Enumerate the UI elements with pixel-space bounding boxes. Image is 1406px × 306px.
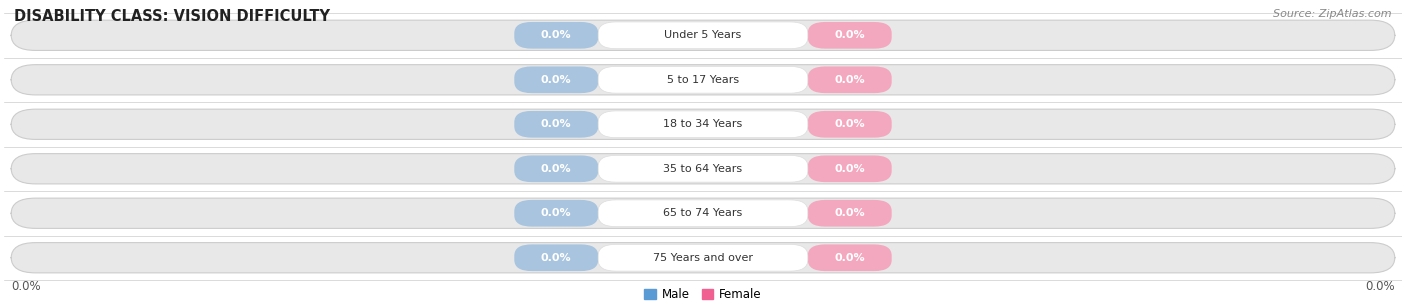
FancyBboxPatch shape (598, 111, 808, 138)
Text: 0.0%: 0.0% (834, 164, 865, 174)
FancyBboxPatch shape (515, 111, 598, 138)
FancyBboxPatch shape (11, 243, 1395, 273)
FancyBboxPatch shape (11, 65, 1395, 95)
Text: 0.0%: 0.0% (541, 164, 572, 174)
FancyBboxPatch shape (515, 22, 598, 49)
Text: 35 to 64 Years: 35 to 64 Years (664, 164, 742, 174)
FancyBboxPatch shape (515, 66, 598, 93)
FancyBboxPatch shape (515, 244, 598, 271)
Text: 0.0%: 0.0% (541, 75, 572, 85)
FancyBboxPatch shape (598, 155, 808, 182)
FancyBboxPatch shape (598, 200, 808, 227)
FancyBboxPatch shape (11, 198, 1395, 228)
FancyBboxPatch shape (808, 200, 891, 227)
FancyBboxPatch shape (11, 20, 1395, 50)
Text: 0.0%: 0.0% (541, 208, 572, 218)
FancyBboxPatch shape (808, 22, 891, 49)
Text: 0.0%: 0.0% (834, 253, 865, 263)
Text: 5 to 17 Years: 5 to 17 Years (666, 75, 740, 85)
Text: 0.0%: 0.0% (541, 119, 572, 129)
FancyBboxPatch shape (11, 154, 1395, 184)
Text: 0.0%: 0.0% (11, 280, 41, 293)
FancyBboxPatch shape (515, 200, 598, 227)
FancyBboxPatch shape (808, 66, 891, 93)
Text: 18 to 34 Years: 18 to 34 Years (664, 119, 742, 129)
Text: 0.0%: 0.0% (541, 30, 572, 40)
FancyBboxPatch shape (808, 244, 891, 271)
FancyBboxPatch shape (515, 155, 598, 182)
Text: 0.0%: 0.0% (1365, 280, 1395, 293)
Text: 0.0%: 0.0% (834, 208, 865, 218)
Text: 0.0%: 0.0% (834, 119, 865, 129)
Legend: Male, Female: Male, Female (640, 283, 766, 306)
FancyBboxPatch shape (598, 244, 808, 271)
FancyBboxPatch shape (598, 22, 808, 49)
Text: Source: ZipAtlas.com: Source: ZipAtlas.com (1274, 9, 1392, 19)
Text: Under 5 Years: Under 5 Years (665, 30, 741, 40)
FancyBboxPatch shape (808, 155, 891, 182)
FancyBboxPatch shape (11, 109, 1395, 140)
Text: 0.0%: 0.0% (834, 30, 865, 40)
FancyBboxPatch shape (598, 66, 808, 93)
Text: DISABILITY CLASS: VISION DIFFICULTY: DISABILITY CLASS: VISION DIFFICULTY (14, 9, 330, 24)
Text: 65 to 74 Years: 65 to 74 Years (664, 208, 742, 218)
Text: 0.0%: 0.0% (541, 253, 572, 263)
FancyBboxPatch shape (808, 111, 891, 138)
Text: 75 Years and over: 75 Years and over (652, 253, 754, 263)
Text: 0.0%: 0.0% (834, 75, 865, 85)
